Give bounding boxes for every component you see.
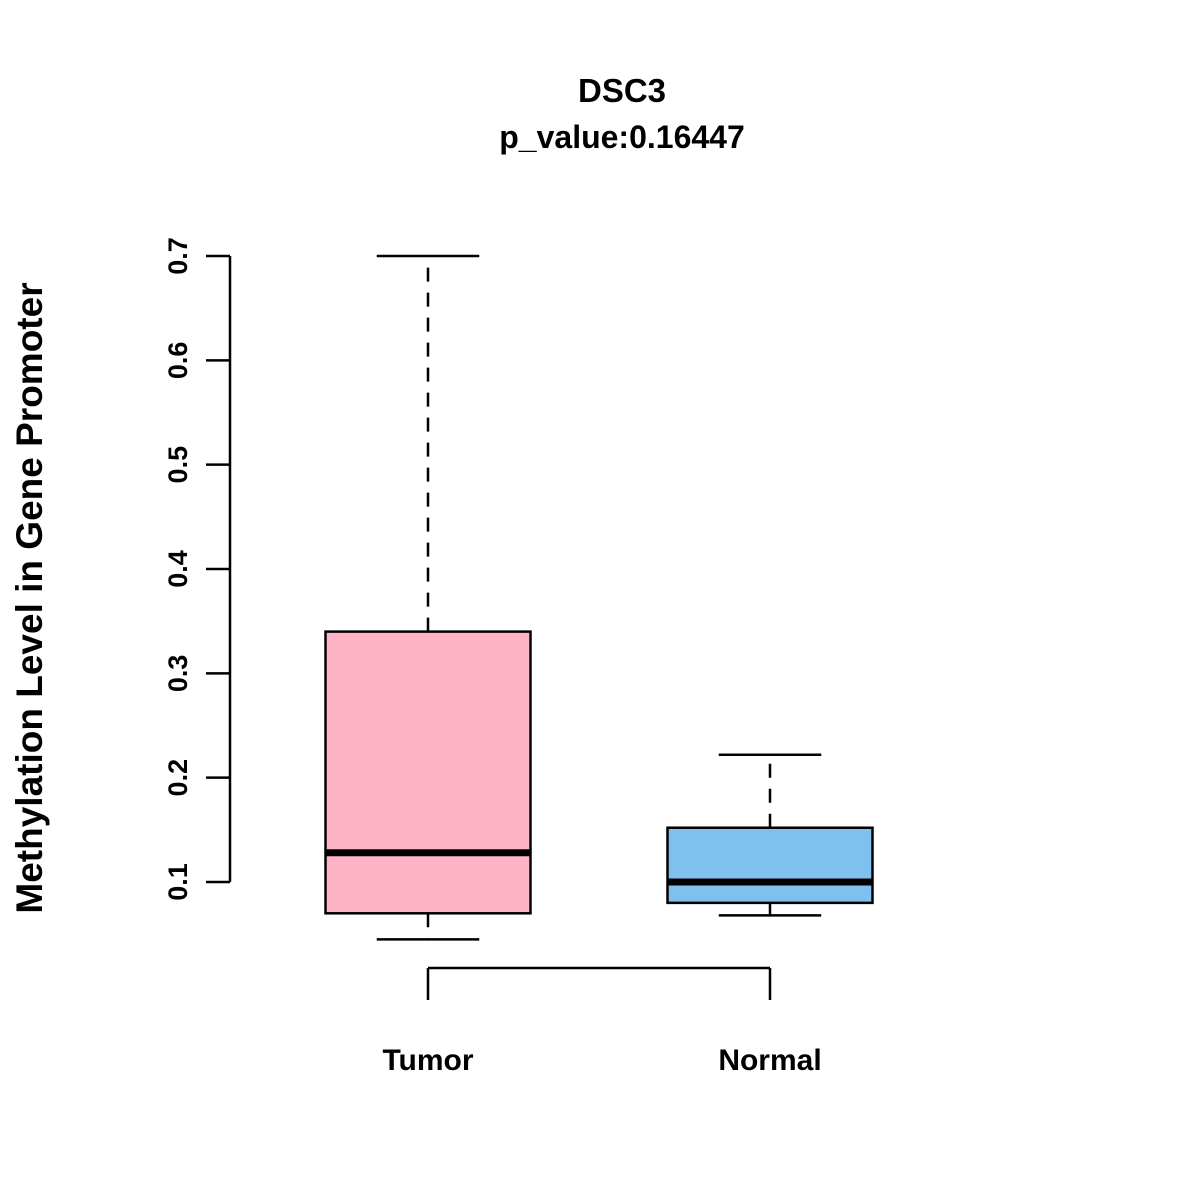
chart-title: DSC3 bbox=[578, 72, 666, 109]
y-tick-label: 0.2 bbox=[163, 759, 193, 797]
y-axis-title: Methylation Level in Gene Promoter bbox=[9, 282, 50, 913]
y-tick-label: 0.5 bbox=[163, 446, 193, 484]
x-label-tumor: Tumor bbox=[382, 1044, 473, 1077]
chart-subtitle: p_value:0.16447 bbox=[499, 119, 745, 155]
tumor-box bbox=[324, 630, 532, 915]
normal-box bbox=[666, 826, 874, 905]
y-tick-label: 0.6 bbox=[163, 342, 193, 380]
y-tick-label: 0.7 bbox=[163, 237, 193, 275]
x-axis bbox=[426, 966, 772, 1000]
x-label-normal: Normal bbox=[718, 1044, 821, 1077]
y-axis: 0.1 0.2 0.3 0.4 0.5 0.6 0.7 bbox=[163, 237, 232, 901]
y-tick-label: 0.3 bbox=[163, 655, 193, 693]
y-tick-label: 0.1 bbox=[163, 863, 193, 901]
y-tick-label: 0.4 bbox=[163, 550, 193, 588]
boxes bbox=[324, 254, 874, 941]
x-labels: Tumor Normal bbox=[382, 1044, 821, 1077]
